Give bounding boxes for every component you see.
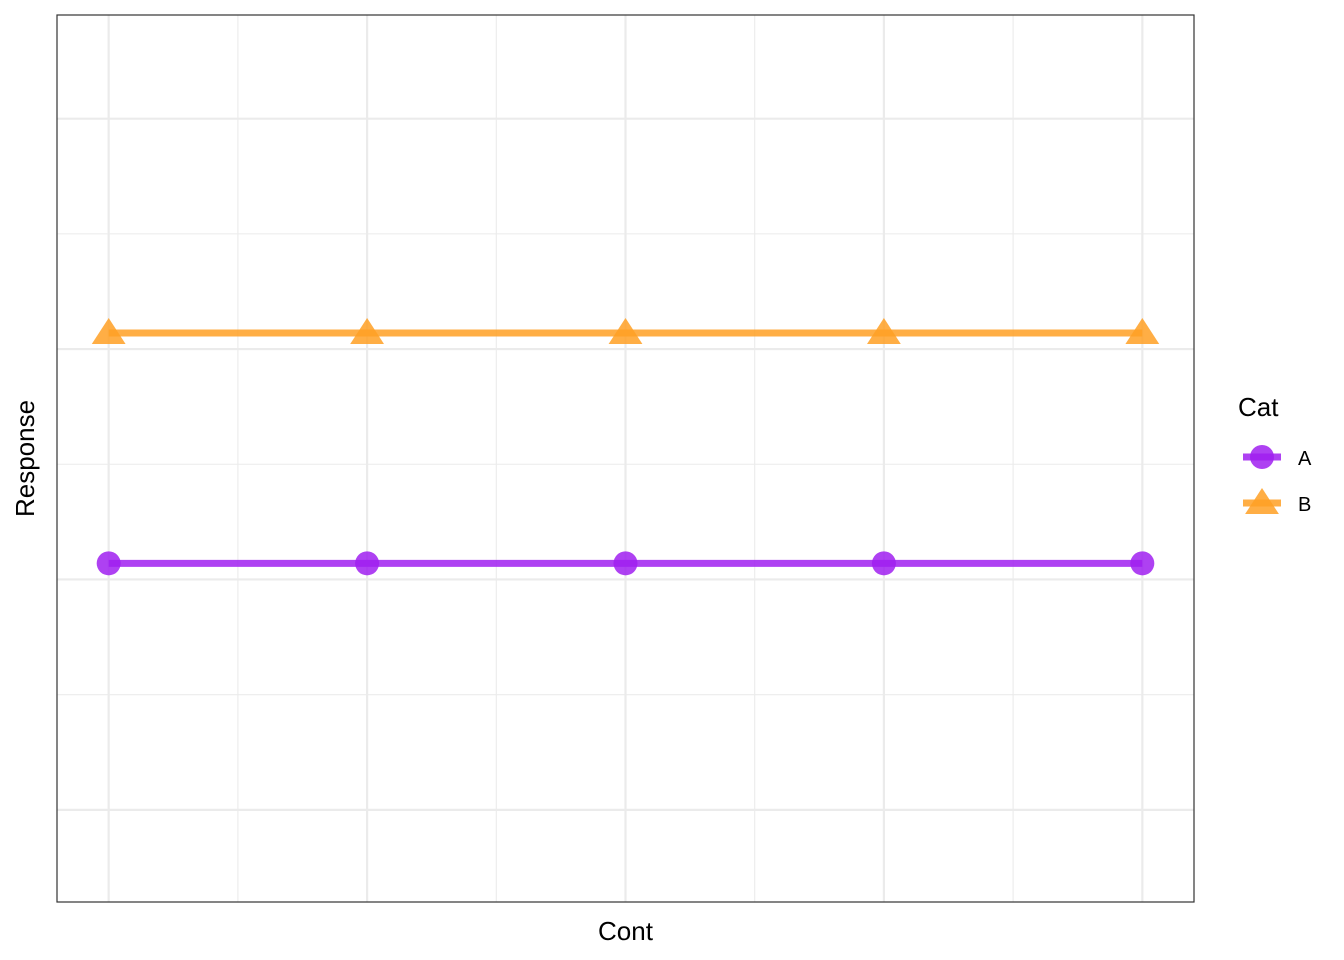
y-axis-title: Response — [10, 400, 40, 517]
series-layer — [91, 317, 1160, 576]
legend-keys — [1243, 445, 1281, 515]
legend-label-a: A — [1298, 448, 1312, 470]
data-point-b — [350, 317, 384, 344]
x-axis-title: Cont — [598, 916, 654, 946]
legend-key-marker-b — [1245, 488, 1279, 515]
data-point-a — [1130, 551, 1155, 576]
data-point-a — [355, 551, 380, 576]
data-point-b — [91, 317, 126, 344]
data-point-a — [613, 551, 638, 576]
data-point-b — [867, 317, 901, 344]
data-point-b — [608, 317, 643, 344]
legend-key-marker-a — [1250, 445, 1274, 469]
plot-panel-border — [56, 14, 1195, 903]
data-point-a — [871, 551, 896, 576]
major-gridlines — [57, 15, 1194, 902]
data-point-b — [1125, 317, 1160, 344]
legend-title: Cat — [1238, 392, 1279, 422]
data-point-a — [96, 551, 121, 576]
legend-label-b: B — [1298, 494, 1311, 516]
legend: Cat A B — [1238, 392, 1312, 516]
